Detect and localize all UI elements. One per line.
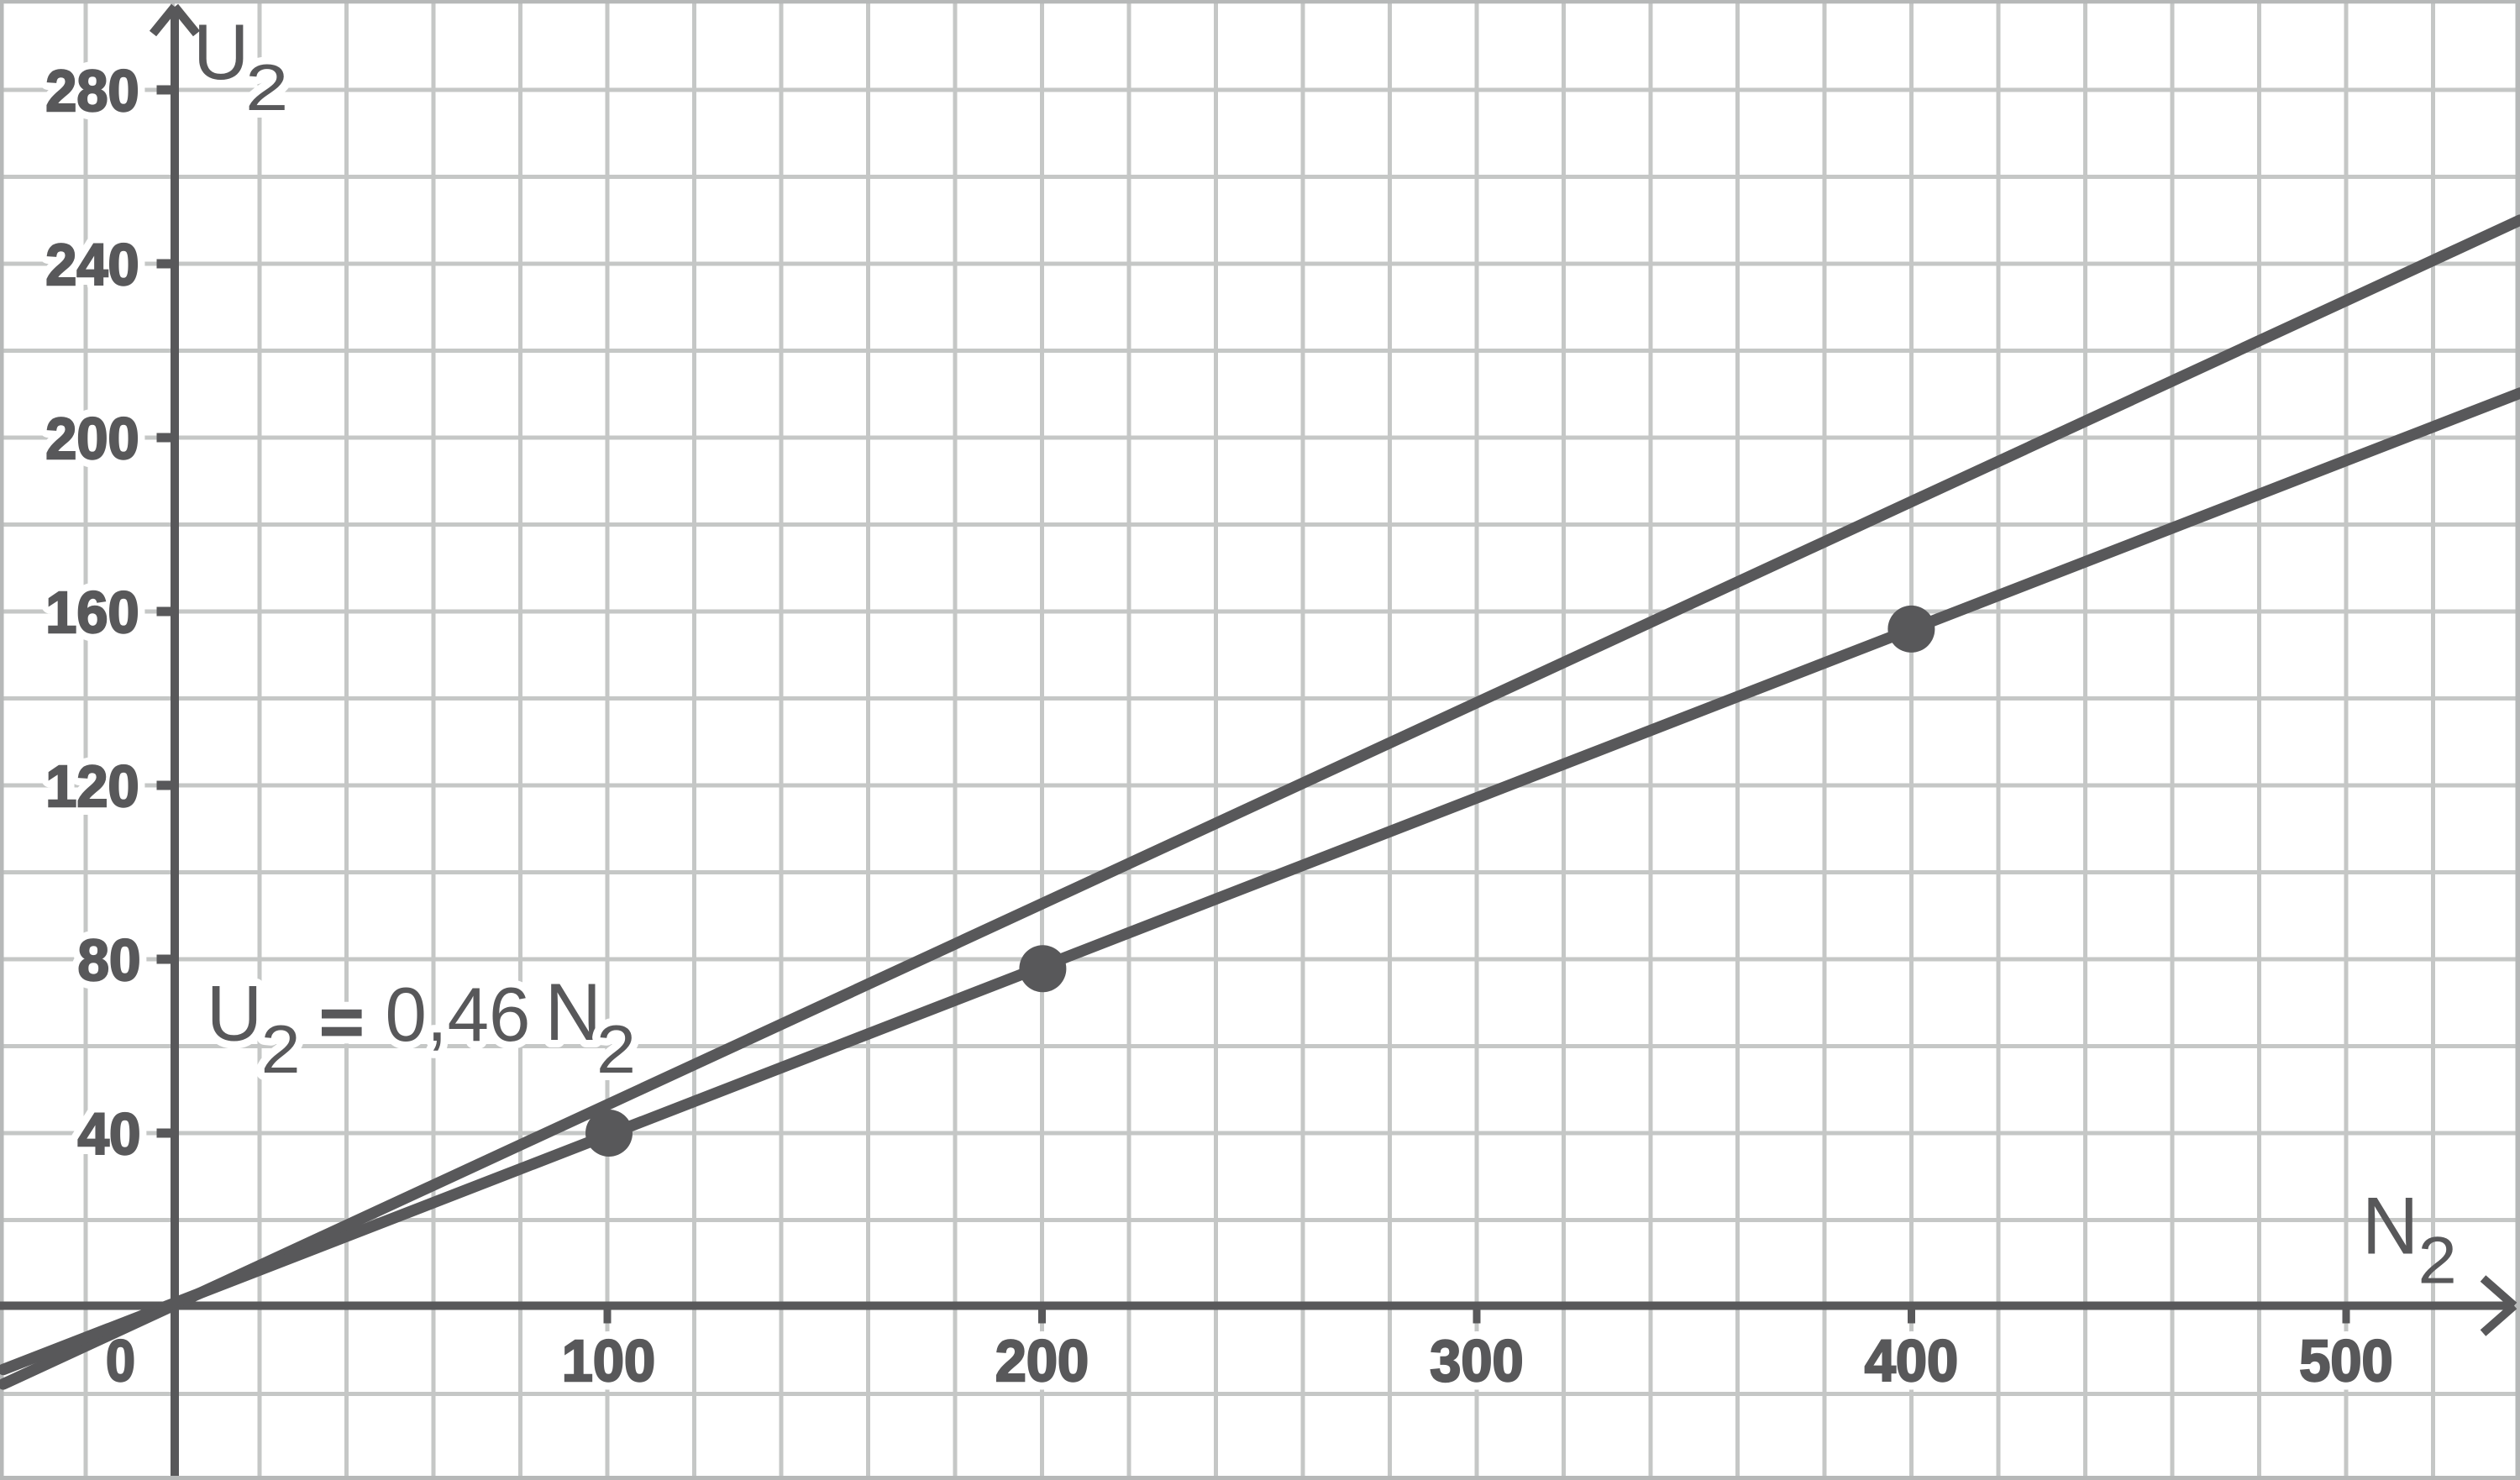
svg-text:200: 200 (995, 1328, 1089, 1393)
svg-text:100: 100 (562, 1328, 655, 1393)
svg-text:0: 0 (106, 1328, 135, 1393)
svg-text:0,46: 0,46 (386, 973, 531, 1058)
svg-text:80: 80 (78, 927, 141, 993)
svg-text:240: 240 (45, 232, 139, 297)
svg-text:200: 200 (45, 406, 139, 471)
svg-text:120: 120 (45, 753, 139, 819)
svg-text:N: N (545, 967, 602, 1058)
svg-text:2: 2 (245, 50, 288, 124)
svg-text:120: 120 (45, 753, 139, 819)
svg-text:40: 40 (78, 1101, 141, 1167)
svg-text:U: U (207, 969, 262, 1058)
svg-text:240: 240 (45, 232, 139, 297)
svg-text:2: 2 (261, 1012, 301, 1088)
svg-text:200: 200 (995, 1328, 1089, 1393)
svg-text:300: 300 (1430, 1328, 1523, 1393)
svg-text:280: 280 (45, 58, 139, 123)
svg-text:400: 400 (1865, 1328, 1958, 1393)
svg-text:N: N (2362, 1181, 2419, 1272)
svg-text:40: 40 (78, 1101, 141, 1167)
svg-text:160: 160 (45, 580, 139, 645)
svg-text:500: 500 (2299, 1328, 2392, 1393)
svg-text:2: 2 (596, 1012, 636, 1088)
svg-text:280: 280 (45, 58, 139, 123)
svg-text:300: 300 (1430, 1328, 1523, 1393)
svg-text:80: 80 (78, 927, 141, 993)
svg-text:500: 500 (2299, 1328, 2392, 1393)
svg-text:200: 200 (45, 406, 139, 471)
svg-text:2: 2 (2418, 1223, 2457, 1297)
svg-text:400: 400 (1865, 1328, 1958, 1393)
svg-text:100: 100 (562, 1328, 655, 1393)
svg-text:U: U (193, 8, 249, 96)
svg-text:160: 160 (45, 580, 139, 645)
